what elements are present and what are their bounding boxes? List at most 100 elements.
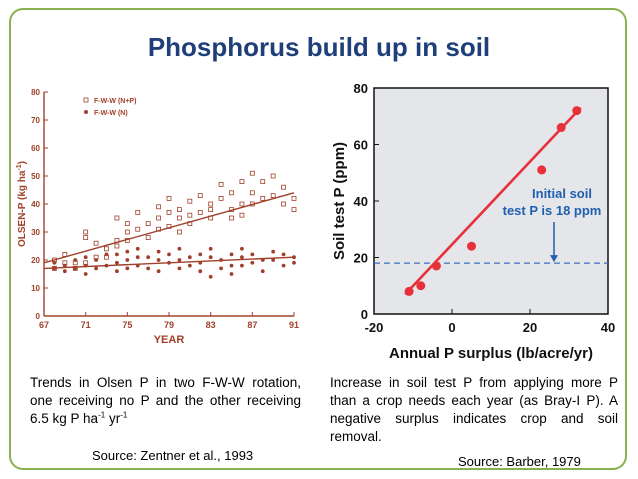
data-point-n [115, 269, 119, 274]
data-point-n [177, 246, 182, 251]
y-axis-title: OLSEN-P (kg ha-1) [16, 161, 28, 247]
left-source: Source: Zentner et al., 1993 [92, 448, 254, 463]
plot-area [373, 87, 609, 315]
data-point-n [240, 246, 244, 251]
data-point-n [198, 260, 203, 265]
data-point-np [114, 237, 120, 243]
x-axis-title: Annual P surplus (lb/acre/yr) [389, 345, 593, 362]
data-point-n [146, 266, 151, 271]
data-point-n [83, 263, 88, 268]
data-point-np [229, 215, 234, 221]
y-tick-label: 20 [354, 251, 368, 266]
legend-marker-n [84, 110, 88, 114]
data-point-np [156, 215, 161, 221]
data-point-n [271, 258, 276, 262]
y-tick-label: 70 [31, 116, 40, 125]
x-tick-label: 71 [81, 320, 91, 330]
data-point-np [135, 210, 141, 215]
data-point-np [145, 235, 151, 241]
y-tick-label: 80 [31, 88, 40, 97]
left-caption-sup-1: -1 [98, 410, 106, 420]
data-point-n [115, 252, 119, 257]
left-caption-sup-2: -1 [120, 410, 128, 420]
data-point-np [218, 182, 224, 187]
data-point-np [177, 229, 182, 235]
data-point-n [104, 263, 109, 268]
slide-title: Phosphorus build up in soil [147, 32, 491, 62]
y-tick-label: 30 [31, 228, 40, 237]
olsen-p-trend-chart: 0 10 20 30 40 50 60 70 80 67 71 75 79 83 87 91 YEAR OLSEN… [16, 88, 299, 346]
data-point-n [156, 249, 161, 254]
y-tick-label: 60 [354, 138, 368, 153]
data-point-np [166, 223, 172, 229]
legend-marker-np [83, 97, 89, 103]
trend-line-0 [43, 192, 295, 264]
data-point-n [125, 249, 130, 254]
data-point [537, 165, 547, 175]
data-point-np [249, 201, 255, 207]
data-point-n [177, 266, 182, 271]
x-tick-label: -20 [365, 320, 384, 335]
data-point-np [197, 210, 203, 215]
data-point-n [208, 274, 213, 279]
data-point-n [240, 263, 244, 268]
data-point-np [281, 201, 286, 207]
x-tick-label: 79 [164, 320, 174, 330]
data-point-np [291, 196, 297, 201]
data-point-np [166, 196, 172, 201]
y-axis-title: Soil test P (ppm) [331, 142, 348, 260]
left-caption: Trends in Olsen P in two F-W-W rotation,… [30, 374, 301, 428]
data-point-np [83, 229, 89, 235]
data-point-np [83, 235, 89, 241]
data-point-np [166, 210, 172, 215]
left-caption-text: Trends in Olsen P in two F-W-W rotation,… [30, 375, 301, 426]
data-point-n [146, 255, 151, 260]
data-point-np [197, 193, 203, 198]
data-point-n [240, 255, 244, 260]
data-point [416, 281, 426, 291]
data-point-n [219, 266, 223, 271]
data-point-np [114, 243, 120, 249]
data-point [404, 286, 414, 296]
data-point-n [250, 260, 255, 265]
data-point-n [292, 260, 296, 265]
data-point-n [94, 258, 98, 262]
data-point-n [156, 269, 161, 274]
data-point-np [208, 215, 214, 221]
data-point-np [270, 193, 276, 198]
data-point-np [249, 190, 255, 196]
data-point-np [208, 201, 214, 207]
data-point-n [229, 263, 234, 268]
data-point-n [94, 266, 98, 271]
data-point-n [229, 272, 234, 276]
data-point-n [208, 255, 213, 260]
data-point-n [125, 258, 130, 262]
data-point-np [124, 221, 130, 227]
data-point-np [145, 221, 151, 227]
data-point-n [229, 252, 234, 257]
data-point-np [260, 179, 266, 184]
data-point [431, 261, 441, 271]
data-point-n [198, 269, 203, 274]
data-point-n [167, 260, 171, 265]
data-point-n [62, 263, 67, 268]
data-point-n [115, 260, 119, 265]
data-point-n [260, 258, 265, 262]
data-point-n [52, 260, 57, 265]
data-point-n [135, 263, 140, 268]
data-point-np [291, 207, 297, 212]
data-point-n [104, 252, 109, 257]
data-point-np [239, 212, 245, 218]
data-point-n [281, 263, 286, 268]
data-point-np [270, 173, 276, 179]
data-point-np [156, 226, 161, 232]
data-point-n [292, 255, 296, 260]
data-point-n [125, 266, 130, 271]
data-point-np [218, 196, 224, 201]
y-axis-title-text: OLSEN-P (kg ha [17, 170, 28, 247]
data-point-n [198, 252, 203, 257]
y-tick-label: 0 [361, 307, 368, 322]
data-point-np [229, 190, 234, 196]
data-point-np [124, 237, 130, 243]
